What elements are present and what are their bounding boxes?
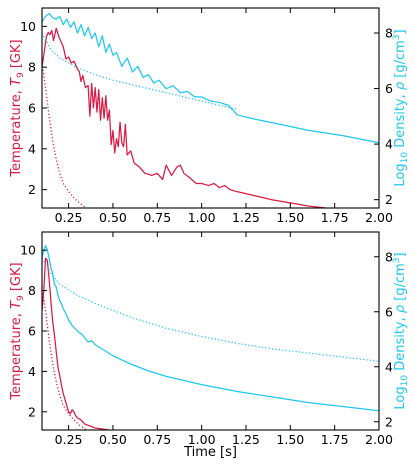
series-line-density-dotted [42,257,379,362]
y-axis-label-right-end: ] [393,252,408,257]
series-group [42,245,379,430]
y-axis-label-right-sub: 10 [400,152,410,164]
y-tick-label-left: 4 [28,364,36,379]
y-axis-label-left-text: Temperature, [9,86,24,178]
x-tick-label: 1.50 [276,210,304,225]
y-tick-label-right: 4 [385,137,393,152]
y-tick-label-left: 8 [28,283,36,298]
y-tick-label-left: 6 [28,324,36,339]
y-axis-label-left-unit: [GK] [9,262,24,295]
y-tick-label-right: 6 [385,81,393,96]
x-tick-label: 1.75 [321,210,349,225]
y-tick-label-left: 10 [20,243,36,258]
y-axis-label-right: Log10 Density, ρ [g/cm3] [392,29,410,186]
y-axis-label-right-unit: [g/cm [393,40,408,82]
x-tick-label: 1.00 [188,210,216,225]
x-tick-label: 1.25 [232,432,260,447]
x-tick-label: 1.00 [188,432,216,447]
y-axis-label-left-var: T [9,77,24,86]
y-tick-label-left: 4 [28,141,36,156]
y-axis-label-left-var: T [9,300,24,309]
y-axis-label-left: Temperature, T9 [GK] [9,262,26,400]
y-tick-label-right: 2 [385,192,393,207]
x-tick-label: 2.00 [365,432,393,447]
y-tick-label-right: 8 [385,249,393,264]
x-axis-label: Time [s] [183,445,237,460]
series-line-temperature-solid [42,27,326,208]
y-axis-label-left-unit: [GK] [9,39,24,72]
y-axis-label-right-sup: 3 [392,34,402,40]
x-tick-label: 0.75 [143,210,171,225]
x-tick-label: 1.50 [276,432,304,447]
y-axis-label-right-sup: 3 [392,257,402,263]
y-tick-label-right: 6 [385,304,393,319]
x-tick-label: 0.50 [99,210,127,225]
y-tick-label-left: 2 [28,182,36,197]
x-tick-label: 0.25 [55,210,83,225]
x-tick-label: 1.75 [321,432,349,447]
x-tick-label: 0.50 [99,432,127,447]
y-axis-label-right: Log10 Density, ρ [g/cm3] [392,252,410,409]
y-axis-label-right-end: ] [393,29,408,34]
x-tick-label: 0.75 [143,432,171,447]
y-tick-label-left: 2 [28,404,36,419]
y-axis-label-right-mid: Density, [393,313,408,375]
y-axis-label-left-sub: 9 [16,295,26,301]
plot-frame [41,231,380,431]
y-axis-label-right-text: Log [393,386,408,409]
series-line-temperature-solid [42,257,110,430]
y-tick-label-right: 4 [385,359,393,374]
x-tick-label: 2.00 [365,210,393,225]
y-tick-label-left: 10 [20,19,36,34]
panel-bottom: 0.25 0.50 0.75 1.00 1.25 1.50 1.75 2.00 2 4 6 8 10 2 4… [9,231,410,460]
series-line-density-solid [42,12,379,144]
x-tick-label: 0.25 [55,432,83,447]
series-line-temperature-dotted [42,286,87,430]
y-axis-label-right-sub: 10 [400,375,410,387]
y-tick-label-left: 6 [28,101,36,116]
y-axis-label-left-sub: 9 [16,72,26,78]
y-axis-label-right-var: ρ [393,81,408,90]
series-line-density-dotted [42,32,238,111]
y-axis-label-right-mid: Density, [393,90,408,152]
x-tick-label: 1.25 [232,210,260,225]
series-group [42,12,379,208]
y-axis-label-right-var: ρ [393,304,408,313]
y-tick-label-left: 8 [28,60,36,75]
y-tick-label-right: 2 [385,414,393,429]
y-axis-label-left-text: Temperature, [9,309,24,401]
series-line-temperature-dotted [42,63,87,208]
y-axis-label-left: Temperature, T9 [GK] [9,39,26,177]
y-axis-label-right-text: Log [393,163,408,186]
y-tick-label-right: 8 [385,26,393,41]
panel-top: 0.25 0.50 0.75 1.00 1.25 1.50 1.75 2.00 2 4 6 8 10 2 4… [9,7,410,225]
y-axis-label-right-unit: [g/cm [393,263,408,305]
series-line-density-solid [42,245,379,412]
